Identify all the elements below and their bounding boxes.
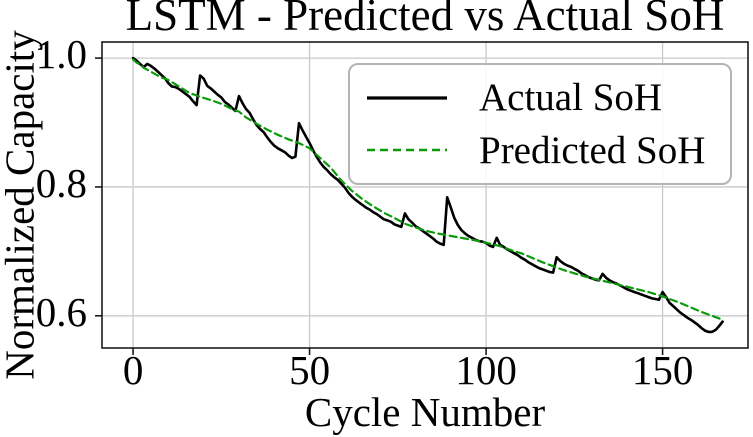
legend-item-actual: Actual SoH <box>365 78 730 117</box>
x-tick-label: 0 <box>122 347 144 393</box>
y-tick-label: 1.0 <box>35 31 87 78</box>
actual-soh-line-sample <box>367 96 447 100</box>
x-tick-label: 50 <box>289 347 331 393</box>
series-line-actual <box>131 56 724 334</box>
predicted-soh-line-sample <box>367 148 447 152</box>
x-tick-label: 150 <box>631 347 694 393</box>
x-tick-label: 100 <box>455 347 517 393</box>
legend-label-predicted: Predicted SoH <box>479 128 706 172</box>
axes-frame <box>101 41 749 349</box>
y-tick-label: 0.8 <box>35 159 87 206</box>
legend: Actual SoH Predicted SoH <box>348 63 732 185</box>
y-tick-label: 0.6 <box>35 288 87 335</box>
legend-label-actual: Actual SoH <box>479 76 663 120</box>
chart-title: LSTM - Predicted vs Actual SoH <box>125 0 725 40</box>
legend-item-predicted: Predicted SoH <box>365 131 730 170</box>
x-axis-label: Cycle Number <box>304 389 546 435</box>
series-line-predicted <box>132 58 724 321</box>
